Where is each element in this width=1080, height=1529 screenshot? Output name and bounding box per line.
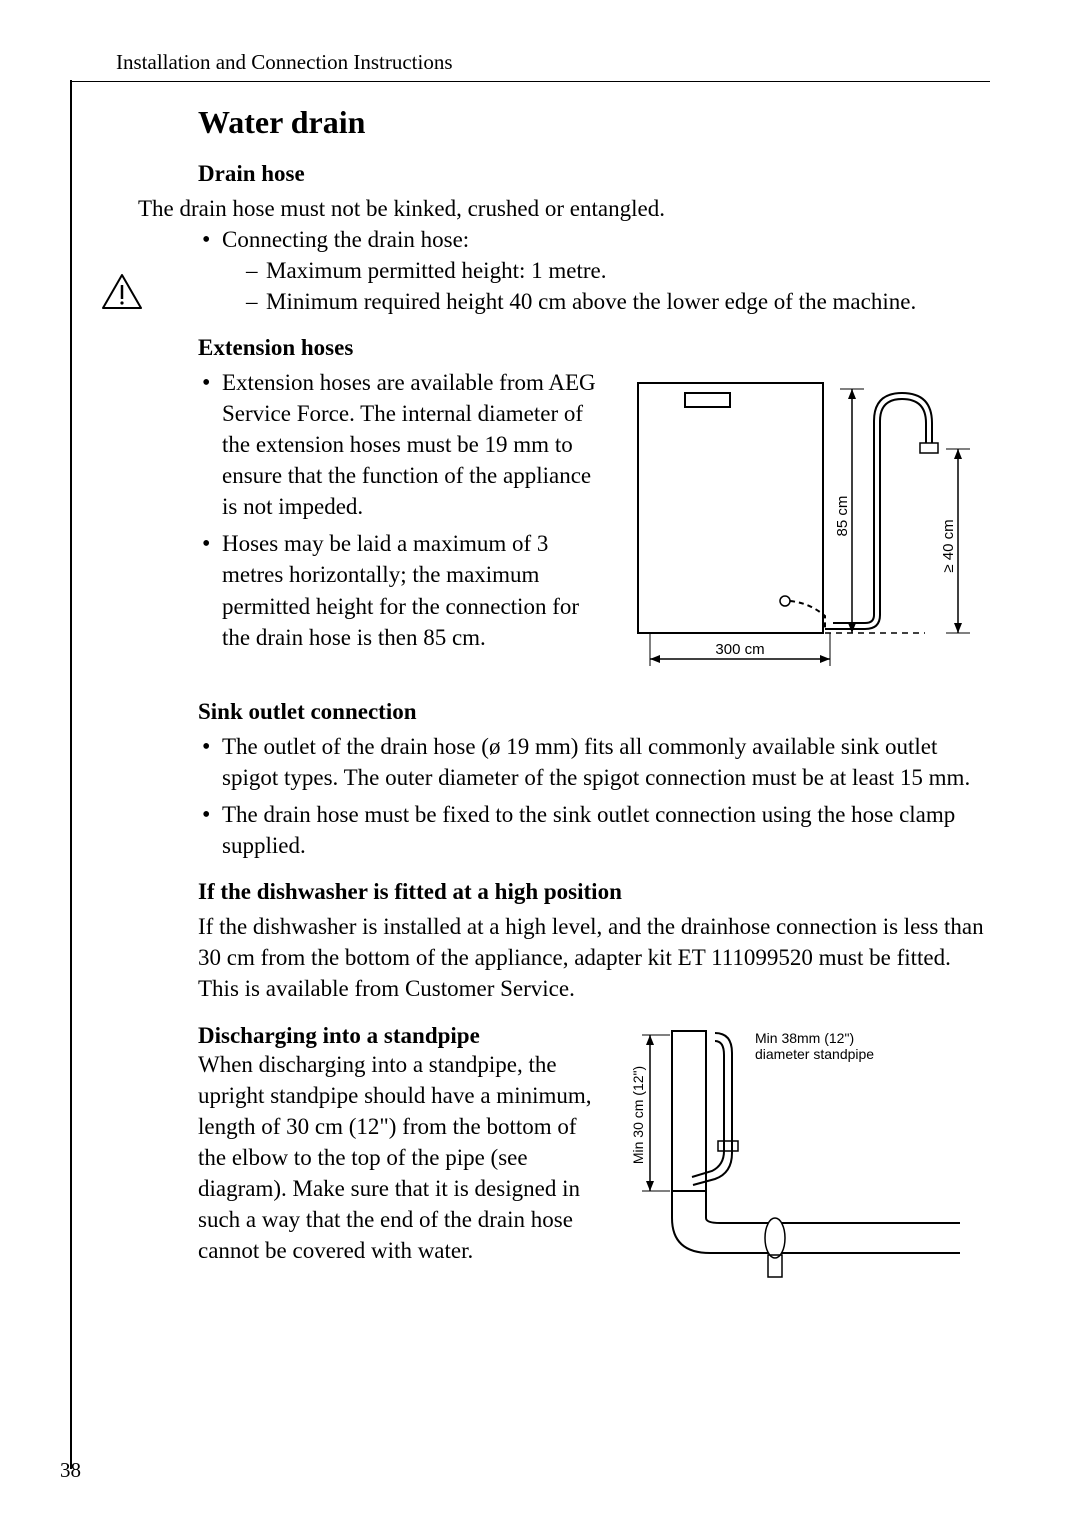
extension-heading: Extension hoses (198, 335, 990, 361)
extension-text: Extension hoses are available from AEG S… (198, 367, 602, 654)
drain-hose-warning: The drain hose must not be kinked, crush… (138, 193, 990, 224)
section-title: Water drain (198, 104, 990, 141)
discharging-heading: Discharging into a standpipe (198, 1023, 480, 1048)
extension-block: Extension hoses are available from AEG S… (198, 367, 990, 681)
page: Installation and Connection Instructions… (0, 0, 1080, 1529)
sink-heading: Sink outlet connection (198, 699, 990, 725)
drain-hose-heading: Drain hose (198, 161, 990, 187)
warning-icon (100, 272, 144, 312)
discharging-block: Discharging into a standpipe When discha… (198, 1023, 990, 1303)
highpos-text: If the dishwasher is installed at a high… (198, 911, 990, 1004)
label-min38: Min 38mm (12") (755, 1030, 854, 1046)
list-item: Hoses may be laid a maximum of 3 metres … (198, 528, 602, 652)
running-header: Installation and Connection Instructions (116, 50, 990, 75)
dim-85: 85 cm (834, 496, 851, 537)
list-item: Maximum permitted height: 1 metre. (246, 255, 990, 286)
drain-hose-dashes: Maximum permitted height: 1 metre. Minim… (222, 255, 990, 317)
drain-hose-bullets: Connecting the drain hose: Maximum permi… (198, 224, 990, 317)
drain-diagram: 300 cm 85 cm ≥ 40 cm (620, 371, 990, 681)
list-item: The outlet of the drain hose (ø 19 mm) f… (198, 731, 990, 793)
discharging-body: When discharging into a standpipe, the u… (198, 1052, 592, 1263)
header-rule (70, 81, 990, 82)
list-item: Minimum required height 40 cm above the … (246, 286, 990, 317)
discharging-text: Discharging into a standpipe When discha… (198, 1023, 598, 1266)
page-number: 38 (60, 1458, 81, 1483)
vertical-rule (70, 80, 72, 1469)
dim-40: ≥ 40 cm (940, 520, 957, 573)
list-item: Connecting the drain hose: Maximum permi… (198, 224, 990, 317)
label-diam: diameter standpipe (755, 1046, 874, 1062)
list-item: Extension hoses are available from AEG S… (198, 367, 602, 522)
list-item: The drain hose must be fixed to the sink… (198, 799, 990, 861)
standpipe-diagram: Min 30 cm (12") Min 38mm (12") diameter … (620, 1023, 990, 1303)
highpos-heading: If the dishwasher is fitted at a high po… (198, 879, 990, 905)
dim-min30: Min 30 cm (12") (630, 1065, 646, 1163)
content: Water drain Drain hose The drain hose mu… (198, 104, 990, 1303)
dim-300: 300 cm (715, 641, 764, 658)
bullet-text: Connecting the drain hose: (222, 227, 469, 252)
sink-bullets: The outlet of the drain hose (ø 19 mm) f… (198, 731, 990, 861)
extension-bullets: Extension hoses are available from AEG S… (198, 367, 602, 652)
